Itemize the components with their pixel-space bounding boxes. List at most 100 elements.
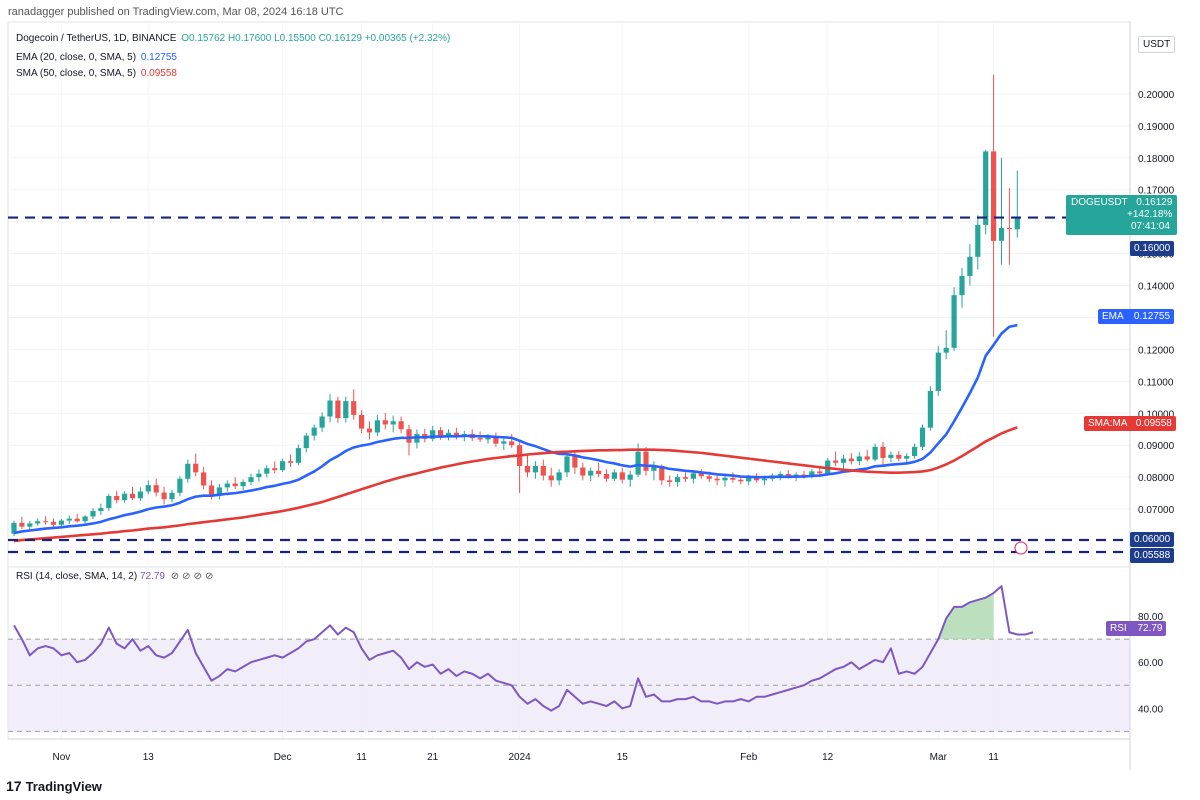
tradingview-logo-text: TradingView [25, 778, 102, 794]
candle-body [248, 477, 254, 482]
candle-body [667, 480, 673, 482]
sma-line-layer [13, 426, 1018, 543]
ema-price-tag-label: EMA [1102, 311, 1124, 322]
legend-rsi-label: RSI (14, close, SMA, 14, 2) [16, 571, 138, 582]
publish-caption: ranadagger published on TradingView.com,… [8, 6, 344, 18]
time-tick-label: Feb [740, 752, 758, 763]
candle-body [698, 473, 704, 477]
candle-body [58, 520, 64, 525]
candle-body [927, 390, 933, 428]
candle-body [295, 448, 301, 463]
candle-body [477, 438, 483, 440]
candle-body [406, 429, 412, 443]
candle-body [635, 451, 641, 475]
candle-body [161, 492, 167, 500]
legend-symbol[interactable]: Dogecoin / TetherUS, 1D, BINANCE O0.1576… [16, 33, 450, 44]
candle-body [603, 473, 610, 479]
legend-sma[interactable]: SMA (50, close, 0, SMA, 5) 0.09558 [16, 68, 177, 79]
price-tick-label: 0.08000 [1138, 473, 1175, 484]
candle-body [880, 446, 886, 458]
eye-icon[interactable]: ⊘ [182, 571, 191, 582]
last-price-countdown: 07:41:04 [1131, 221, 1170, 232]
candle-body [959, 275, 965, 296]
candle-body [359, 414, 365, 429]
candle-body [817, 471, 823, 474]
candle-body [596, 470, 602, 474]
price-tick-label: 0.12000 [1138, 345, 1175, 356]
rsi-overbought-fill [930, 593, 994, 640]
eye-icon[interactable]: ⊘ [193, 571, 202, 582]
time-tick-label: 13 [143, 752, 155, 763]
candle-body [746, 477, 752, 482]
legend-ema[interactable]: EMA (20, close, 0, SMA, 5) 0.12755 [16, 52, 177, 63]
legend-rsi[interactable]: RSI (14, close, SMA, 14, 2) 72.79 ⊘ ⊘ ⊘ ⊘ [16, 571, 213, 582]
candle-body [27, 523, 33, 527]
candle-body [169, 492, 175, 500]
candle-body [335, 400, 341, 419]
candle-body [145, 485, 151, 492]
rsi-line [13, 585, 1034, 712]
rsi-tick-label: 80.00 [1138, 612, 1163, 623]
candle-body [43, 521, 49, 523]
candle-body [256, 473, 262, 478]
candle-body [983, 151, 989, 225]
candle-body [572, 456, 578, 468]
candle-body [833, 460, 839, 463]
candle-body [611, 472, 617, 479]
rsi-price-tag: RSI 72.79 [1106, 621, 1167, 636]
candle-body [74, 518, 80, 522]
candle-body [896, 454, 902, 459]
eye-icon[interactable]: ⊘ [204, 571, 214, 582]
candle-body [998, 228, 1005, 241]
time-tick-label: 12 [822, 752, 834, 763]
time-tick-label: 11 [988, 752, 999, 763]
candle-body [659, 465, 665, 481]
tradingview-logo[interactable]: 17 TradingView [6, 778, 102, 794]
candle-body [366, 428, 373, 433]
sma-price-tag: SMA:MA 0.09558 [1084, 416, 1176, 431]
candle-body [761, 478, 768, 481]
candle-body [398, 421, 404, 430]
eye-icon[interactable]: ⊘ [170, 571, 180, 582]
candle-body [272, 468, 278, 471]
candle-body [240, 481, 246, 487]
candle-body [50, 521, 57, 525]
candle-body [129, 493, 136, 499]
candle-body [619, 472, 625, 480]
candle-body [777, 473, 783, 476]
time-tick-label: Dec [274, 752, 292, 763]
candle-body [738, 479, 744, 482]
level-0559-tag: 0.05588 [1130, 548, 1175, 563]
level-006-tag: 0.06000 [1130, 532, 1175, 547]
candle-body [1014, 217, 1020, 230]
candle-body [848, 458, 854, 462]
candle-body [904, 456, 910, 459]
candle-body [224, 483, 230, 488]
candle-body [66, 518, 72, 521]
candle-body [643, 451, 649, 471]
candle-body [264, 468, 270, 474]
last-price-tag: DOGEUSDT 0.16129 +142.18% 07:41:04 [1066, 195, 1178, 235]
candle-body [722, 477, 728, 481]
candle-body [943, 347, 949, 353]
price-tick-label: 0.14000 [1138, 282, 1175, 293]
legend-sma-value: 0.09558 [140, 68, 177, 79]
candle-body [872, 446, 878, 460]
candle-body [682, 477, 689, 479]
candle-body [35, 521, 41, 524]
price-tick-label: 0.07000 [1138, 505, 1175, 516]
candle-body [532, 465, 538, 473]
candle-body [319, 416, 325, 428]
candle-body [627, 474, 633, 480]
candle-body [106, 496, 112, 509]
candle-body [580, 467, 586, 476]
currency-label[interactable]: USDT [1138, 36, 1176, 53]
candle-body [280, 461, 286, 471]
candle-body [951, 295, 957, 348]
horizontal-levels [8, 216, 1130, 555]
legend-symbol-name: Dogecoin / TetherUS, 1D, BINANCE [16, 33, 177, 44]
candle-body [216, 487, 222, 496]
candle-body [754, 477, 760, 481]
candle-body [303, 435, 309, 449]
